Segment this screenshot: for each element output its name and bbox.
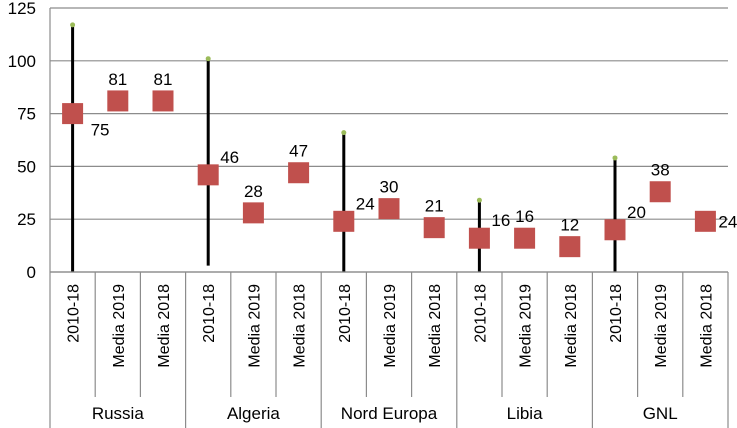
gridlines — [50, 7, 728, 273]
data-label: 46 — [220, 148, 239, 167]
data-marker — [423, 217, 445, 239]
group-label: Russia — [92, 404, 145, 423]
data-marker — [694, 210, 716, 232]
category-label: Media 2019 — [653, 284, 670, 368]
data-marker — [107, 90, 129, 112]
data-label: 28 — [244, 182, 263, 201]
category-label: 2010-18 — [608, 284, 625, 343]
data-label: 21 — [425, 197, 444, 216]
y-tick-label: 25 — [17, 210, 36, 229]
data-labels: 75 81 81 46 28 47 24 30 21 16 16 12 20 38 24 — [91, 70, 737, 235]
group-label: Nord Europa — [341, 404, 438, 423]
data-markers — [62, 90, 716, 258]
range-cap — [70, 22, 76, 28]
range-cap — [476, 197, 482, 203]
data-marker — [152, 90, 174, 112]
data-label: 81 — [154, 70, 173, 89]
y-tick-label: 0 — [27, 263, 36, 282]
data-marker — [604, 219, 626, 241]
data-label: 12 — [560, 216, 579, 235]
data-label: 47 — [289, 142, 308, 161]
range-cap — [341, 130, 347, 136]
data-marker — [242, 202, 264, 224]
category-label: 2010-18 — [66, 284, 83, 343]
x-category-labels: 2010-18 Media 2019 Media 2018 Russia 2010-18… — [66, 284, 716, 423]
category-label: Media 2018 — [698, 284, 715, 368]
data-label: 16 — [491, 211, 510, 230]
data-label: 24 — [356, 194, 375, 213]
category-label: Media 2018 — [563, 284, 580, 368]
data-marker — [333, 210, 355, 232]
category-label: Media 2019 — [382, 284, 399, 368]
y-tick-label: 100 — [8, 52, 36, 71]
range-cap — [205, 56, 211, 62]
data-label: 38 — [651, 161, 670, 180]
category-label: Media 2019 — [518, 284, 535, 368]
category-label: Media 2018 — [292, 284, 309, 368]
data-label: 16 — [515, 207, 534, 226]
data-label: 30 — [380, 178, 399, 197]
axes — [49, 8, 729, 428]
y-tick-label: 125 — [8, 0, 36, 18]
data-marker — [378, 198, 400, 220]
data-marker — [514, 227, 536, 249]
category-label: Media 2018 — [427, 284, 444, 368]
data-marker — [559, 236, 581, 258]
category-label: 2010-18 — [337, 284, 354, 343]
y-tick-labels: 0 25 50 75 100 125 — [8, 0, 36, 282]
range-cap — [612, 155, 618, 161]
data-label: 81 — [108, 70, 127, 89]
data-marker — [649, 181, 671, 203]
data-marker — [288, 162, 310, 184]
category-label: 2010-18 — [201, 284, 218, 343]
data-label: 24 — [718, 212, 737, 231]
data-marker — [197, 164, 219, 186]
data-label: 20 — [627, 203, 646, 222]
data-marker — [468, 227, 490, 249]
group-label: Libia — [507, 404, 543, 423]
range-lines — [70, 22, 618, 272]
data-label: 75 — [91, 121, 110, 140]
category-label: Media 2019 — [111, 284, 128, 368]
y-tick-label: 75 — [17, 105, 36, 124]
data-marker — [62, 103, 84, 125]
category-label: Media 2018 — [156, 284, 173, 368]
category-label: Media 2019 — [246, 284, 263, 368]
category-label: 2010-18 — [472, 284, 489, 343]
y-tick-label: 50 — [17, 157, 36, 176]
group-label: GNL — [643, 404, 678, 423]
group-label: Algeria — [227, 404, 280, 423]
